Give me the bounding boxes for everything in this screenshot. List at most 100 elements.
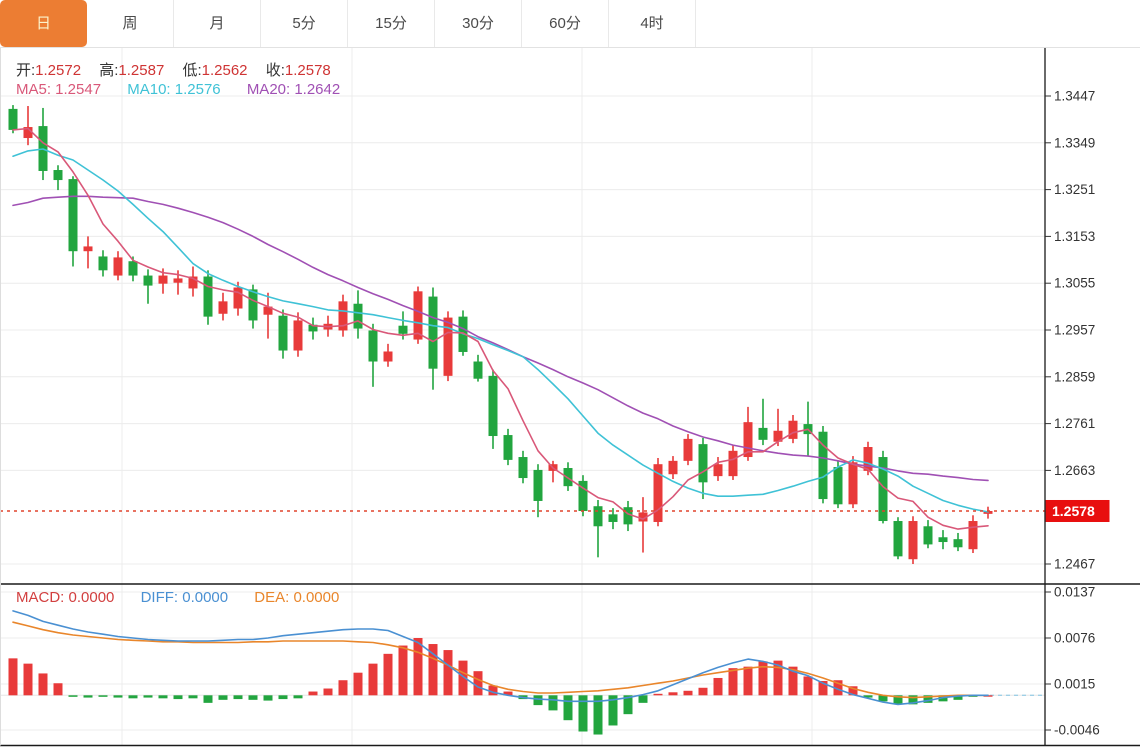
candle-body xyxy=(23,127,33,139)
candle-body xyxy=(293,320,303,351)
candle-body xyxy=(743,422,753,458)
candle-body xyxy=(353,303,363,329)
macd-bar xyxy=(248,695,258,700)
macd-bar xyxy=(218,695,228,700)
macd-bar xyxy=(308,691,318,696)
macd-bar xyxy=(788,666,798,696)
price-tick-label: 1.2761 xyxy=(1054,416,1095,431)
macd-bar xyxy=(593,695,603,735)
macd-bar xyxy=(638,695,648,703)
macd-bar xyxy=(608,695,618,726)
macd-bar xyxy=(458,660,468,696)
candle-body xyxy=(98,256,108,271)
ma5-line xyxy=(12,127,989,530)
candle-body xyxy=(233,287,243,309)
price-tick-label: 1.2663 xyxy=(1054,463,1095,478)
macd-bar xyxy=(158,695,168,699)
macd-bar xyxy=(203,695,213,703)
macd-bar xyxy=(278,695,288,700)
candle-body xyxy=(653,464,663,522)
diff-value-legend: DIFF: 0.0000 xyxy=(140,589,229,606)
candle-body xyxy=(818,431,828,500)
candle-body xyxy=(443,317,453,376)
high-value: 1.2587 xyxy=(118,62,165,79)
macd-bar xyxy=(68,695,78,697)
tab-5min[interactable]: 5分 xyxy=(261,0,348,47)
high-label: 高: xyxy=(99,62,119,79)
macd-tick-label: 0.0076 xyxy=(1054,631,1095,646)
tab-30min[interactable]: 30分 xyxy=(435,0,522,47)
ma10-line xyxy=(12,148,989,513)
price-tick-label: 1.3349 xyxy=(1054,135,1095,150)
ma5-legend: MA5: 1.2547 xyxy=(16,81,102,98)
macd-bar xyxy=(893,695,903,705)
candle-body xyxy=(713,464,723,477)
last-price-badge-label: 1.2578 xyxy=(1052,503,1095,519)
timeframe-tabbar: 日 周 月 5分 15分 30分 60分 4时 xyxy=(0,0,1140,48)
candle-body xyxy=(83,246,93,252)
candle-body xyxy=(8,108,18,130)
macd-bar xyxy=(758,661,768,696)
candle-body xyxy=(263,306,273,315)
candle-body xyxy=(698,444,708,483)
low-value: 1.2562 xyxy=(201,62,248,79)
macd-bar xyxy=(548,695,558,711)
macd-tick-label: 0.0137 xyxy=(1054,585,1095,600)
macd-bar xyxy=(803,676,813,696)
tab-15min[interactable]: 15分 xyxy=(348,0,435,47)
macd-bar xyxy=(353,672,363,696)
macd-bar xyxy=(128,695,138,699)
macd-value-legend: MACD: 0.0000 xyxy=(16,589,115,606)
close-value: 1.2578 xyxy=(284,62,331,79)
macd-bar xyxy=(23,663,33,696)
candle-body xyxy=(833,467,843,505)
chart-canvas[interactable]: 1.3447 1.3349 1.3251 1.3153 1.3055 1.2957 1.28… xyxy=(0,47,1140,747)
candle-body xyxy=(383,351,393,362)
ma20-line xyxy=(12,195,989,482)
candle-body xyxy=(788,420,798,439)
tab-4hour[interactable]: 4时 xyxy=(609,0,696,47)
macd-bar xyxy=(473,671,483,696)
candle-body xyxy=(368,330,378,362)
candle-body xyxy=(758,427,768,440)
candle-body xyxy=(413,291,423,340)
tab-week[interactable]: 周 xyxy=(87,0,174,47)
macd-bar xyxy=(728,668,738,696)
candle-body xyxy=(488,375,498,437)
macd-bar xyxy=(563,695,573,721)
macd-bar xyxy=(428,644,438,696)
candle-body xyxy=(308,324,318,332)
price-tick-label: 1.2957 xyxy=(1054,323,1095,338)
candle-body xyxy=(908,521,918,560)
macd-bar xyxy=(413,638,423,696)
macd-bar xyxy=(338,680,348,696)
candle-body xyxy=(773,430,783,442)
candle-body xyxy=(623,507,633,525)
price-tick-label: 1.3447 xyxy=(1054,89,1095,104)
macd-bar xyxy=(953,695,963,700)
candle-body xyxy=(428,296,438,369)
candle-body xyxy=(668,460,678,475)
macd-bar xyxy=(833,680,843,696)
macd-bar xyxy=(188,695,198,699)
tab-day[interactable]: 日 xyxy=(0,0,87,47)
candle-body xyxy=(128,261,138,276)
candle-body xyxy=(518,457,528,479)
macd-bar xyxy=(263,695,273,701)
price-tick-label: 1.3055 xyxy=(1054,276,1095,291)
macd-bar xyxy=(503,691,513,696)
tab-60min[interactable]: 60分 xyxy=(522,0,609,47)
macd-bar xyxy=(713,677,723,696)
macd-bar xyxy=(653,693,663,696)
candle-body xyxy=(938,537,948,543)
candle-body xyxy=(248,289,258,321)
low-label: 低: xyxy=(182,62,202,79)
ohlc-legend: 开:1.2572 高:1.2587 低:1.2562 收:1.2578 xyxy=(16,59,345,80)
candle-body xyxy=(533,469,543,501)
macd-bar xyxy=(113,695,123,698)
macd-bar xyxy=(698,687,708,696)
macd-bar xyxy=(668,692,678,696)
candle-body xyxy=(218,301,228,314)
tab-month[interactable]: 月 xyxy=(174,0,261,47)
close-label: 收: xyxy=(265,62,285,79)
